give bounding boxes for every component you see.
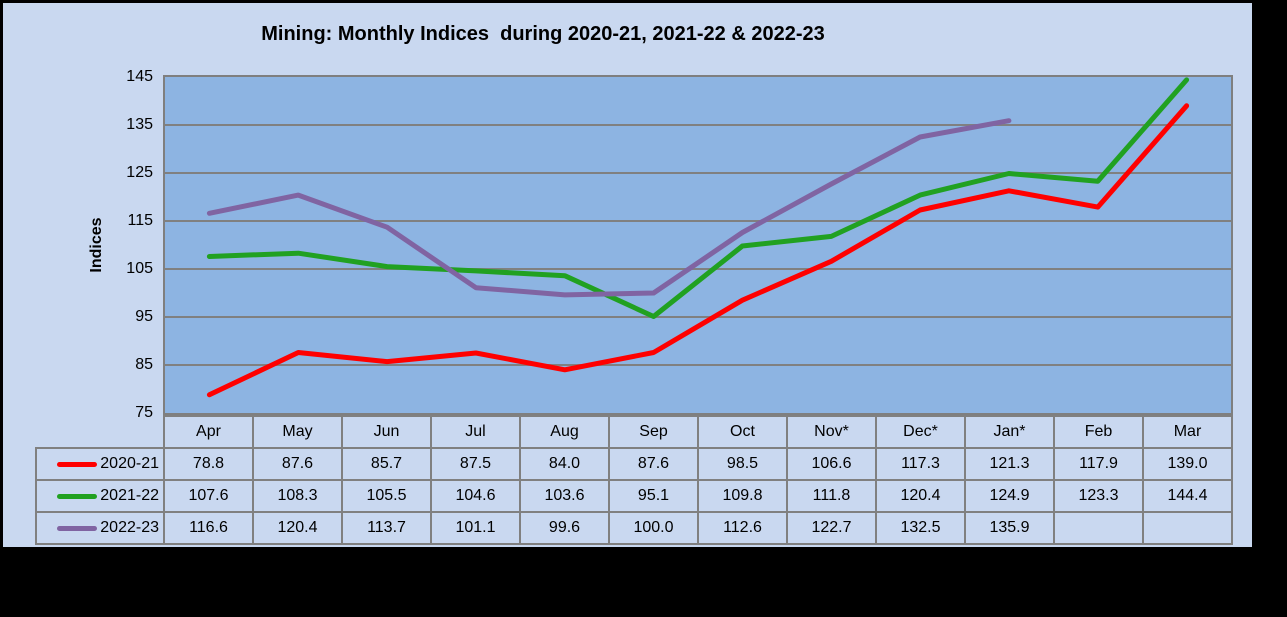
- value-cell: 100.0: [608, 511, 699, 545]
- legend-cell: 2020-21: [35, 447, 165, 481]
- value-cell: 87.6: [252, 447, 343, 481]
- series-line-2022-23: [206, 118, 1012, 298]
- value-cell: 124.9: [964, 479, 1055, 513]
- value-cell: 120.4: [875, 479, 966, 513]
- series-line-2020-21: [206, 103, 1190, 398]
- month-header-cell: Jun: [341, 415, 432, 449]
- value-cell: 123.3: [1053, 479, 1144, 513]
- value-cell: 95.1: [608, 479, 699, 513]
- value-cell: 78.8: [163, 447, 254, 481]
- series-label: 2020-21: [100, 455, 159, 472]
- value-cell: 139.0: [1142, 447, 1233, 481]
- month-header-cell: Dec*: [875, 415, 966, 449]
- value-cell: 122.7: [786, 511, 877, 545]
- value-cell: 112.6: [697, 511, 788, 545]
- series-swatch: [57, 461, 98, 467]
- table-row: 2022-23 116.6 120.4 113.7 101.1 99.6 100.0 112.…: [35, 511, 1233, 545]
- value-cell: 98.5: [697, 447, 788, 481]
- data-table: Apr May Jun Jul Aug Sep Oct Nov* Dec* Jan* Feb Mar 2…: [35, 415, 1233, 545]
- table-row: 2021-22 107.6 108.3 105.5 104.6 103.6 95.1 109.…: [35, 479, 1233, 513]
- value-cell: [1142, 511, 1233, 545]
- legend-cell: 2021-22: [35, 479, 165, 513]
- value-cell: 120.4: [252, 511, 343, 545]
- value-cell: [1053, 511, 1144, 545]
- value-cell: 117.9: [1053, 447, 1144, 481]
- series-swatch: [57, 493, 98, 499]
- value-cell: 99.6: [519, 511, 610, 545]
- series-swatch: [57, 525, 98, 531]
- value-cell: 106.6: [786, 447, 877, 481]
- value-cell: 107.6: [163, 479, 254, 513]
- table-corner-cell: [36, 416, 164, 448]
- value-cell: 85.7: [341, 447, 432, 481]
- month-header-cell: May: [252, 415, 343, 449]
- value-cell: 103.6: [519, 479, 610, 513]
- value-cell: 84.0: [519, 447, 610, 481]
- value-cell: 144.4: [1142, 479, 1233, 513]
- chart-card: Mining: Monthly Indices during 2020-21, …: [3, 3, 1252, 547]
- y-axis-tick-label: 145: [126, 68, 153, 85]
- value-cell: 105.5: [341, 479, 432, 513]
- month-header-cell: Jul: [430, 415, 521, 449]
- y-axis-tick-label: 105: [126, 260, 153, 277]
- legend-cell: 2022-23: [35, 511, 165, 545]
- value-cell: 108.3: [252, 479, 343, 513]
- y-axis-tick-label: 95: [135, 308, 153, 325]
- table-row: 2020-21 78.8 87.6 85.7 87.5 84.0 87.6 98.5 106.6…: [35, 447, 1233, 481]
- month-header-cell: Mar: [1142, 415, 1233, 449]
- y-axis-tick-label: 125: [126, 164, 153, 181]
- month-header-cell: Sep: [608, 415, 699, 449]
- table-header-row: Apr May Jun Jul Aug Sep Oct Nov* Dec* Jan* Feb Mar: [36, 415, 1233, 449]
- month-header-cell: Aug: [519, 415, 610, 449]
- value-cell: 135.9: [964, 511, 1055, 545]
- value-cell: 104.6: [430, 479, 521, 513]
- value-cell: 132.5: [875, 511, 966, 545]
- value-cell: 111.8: [786, 479, 877, 513]
- value-cell: 113.7: [341, 511, 432, 545]
- y-axis-tick-label: 75: [135, 404, 153, 421]
- value-cell: 116.6: [163, 511, 254, 545]
- plot-area: [163, 75, 1233, 415]
- value-cell: 101.1: [430, 511, 521, 545]
- value-cell: 109.8: [697, 479, 788, 513]
- month-header-cell: Nov*: [786, 415, 877, 449]
- month-header-cell: Jan*: [964, 415, 1055, 449]
- month-header-cell: Feb: [1053, 415, 1144, 449]
- month-header-cell: Oct: [697, 415, 788, 449]
- value-cell: 87.6: [608, 447, 699, 481]
- value-cell: 117.3: [875, 447, 966, 481]
- y-axis-tick-label: 115: [127, 212, 153, 229]
- value-cell: 121.3: [964, 447, 1055, 481]
- chart-canvas: [165, 77, 1231, 398]
- value-cell: 87.5: [430, 447, 521, 481]
- series-label: 2022-23: [100, 519, 159, 536]
- series-line-2021-22: [206, 77, 1190, 319]
- chart-title: Mining: Monthly Indices during 2020-21, …: [261, 23, 825, 45]
- month-header-cell: Apr: [163, 415, 254, 449]
- y-axis-title: Indices: [88, 217, 105, 273]
- series-label: 2021-22: [100, 487, 159, 504]
- y-axis-tick-label: 85: [135, 356, 153, 373]
- y-axis-tick-label: 135: [126, 116, 153, 133]
